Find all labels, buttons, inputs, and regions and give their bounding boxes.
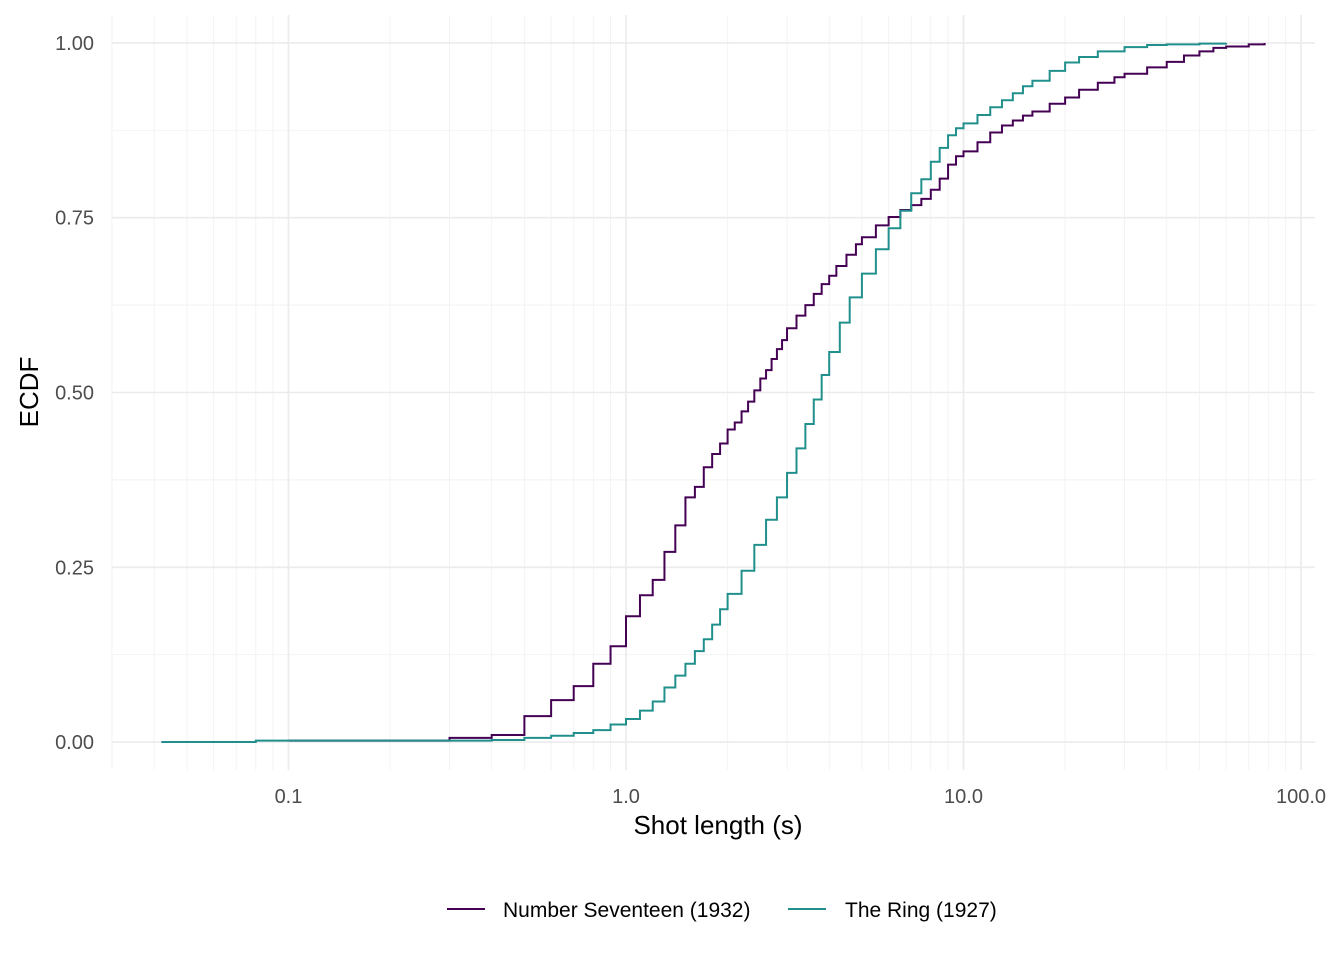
major-grid — [112, 15, 1315, 770]
y-axis-title: ECDF — [14, 357, 44, 428]
series-line-2 — [161, 42, 1228, 744]
y-tick-label: 0.00 — [55, 732, 94, 754]
x-axis-title: Shot length (s) — [633, 810, 802, 840]
x-tick-label: 0.1 — [275, 786, 303, 808]
legend-label-1: Number Seventeen (1932) — [503, 899, 750, 922]
x-tick-label: 1.0 — [612, 786, 640, 808]
legend-label-2: The Ring (1927) — [845, 899, 997, 922]
x-tick-label: 100.0 — [1276, 786, 1326, 808]
y-tick-label: 0.75 — [55, 208, 94, 230]
x-tick-label: 10.0 — [944, 786, 983, 808]
y-tick-label: 0.25 — [55, 557, 94, 579]
y-axis-ticks: 0.00 0.25 0.50 0.75 1.00 — [55, 33, 94, 754]
legend: Number Seventeen (1932) The Ring (1927) — [447, 899, 997, 922]
x-axis-ticks: 0.1 1.0 10.0 100.0 — [275, 786, 1326, 808]
series-lines — [161, 42, 1266, 744]
y-tick-label: 0.50 — [55, 383, 94, 405]
y-tick-label: 1.00 — [55, 33, 94, 55]
series-line-1 — [288, 42, 1266, 742]
